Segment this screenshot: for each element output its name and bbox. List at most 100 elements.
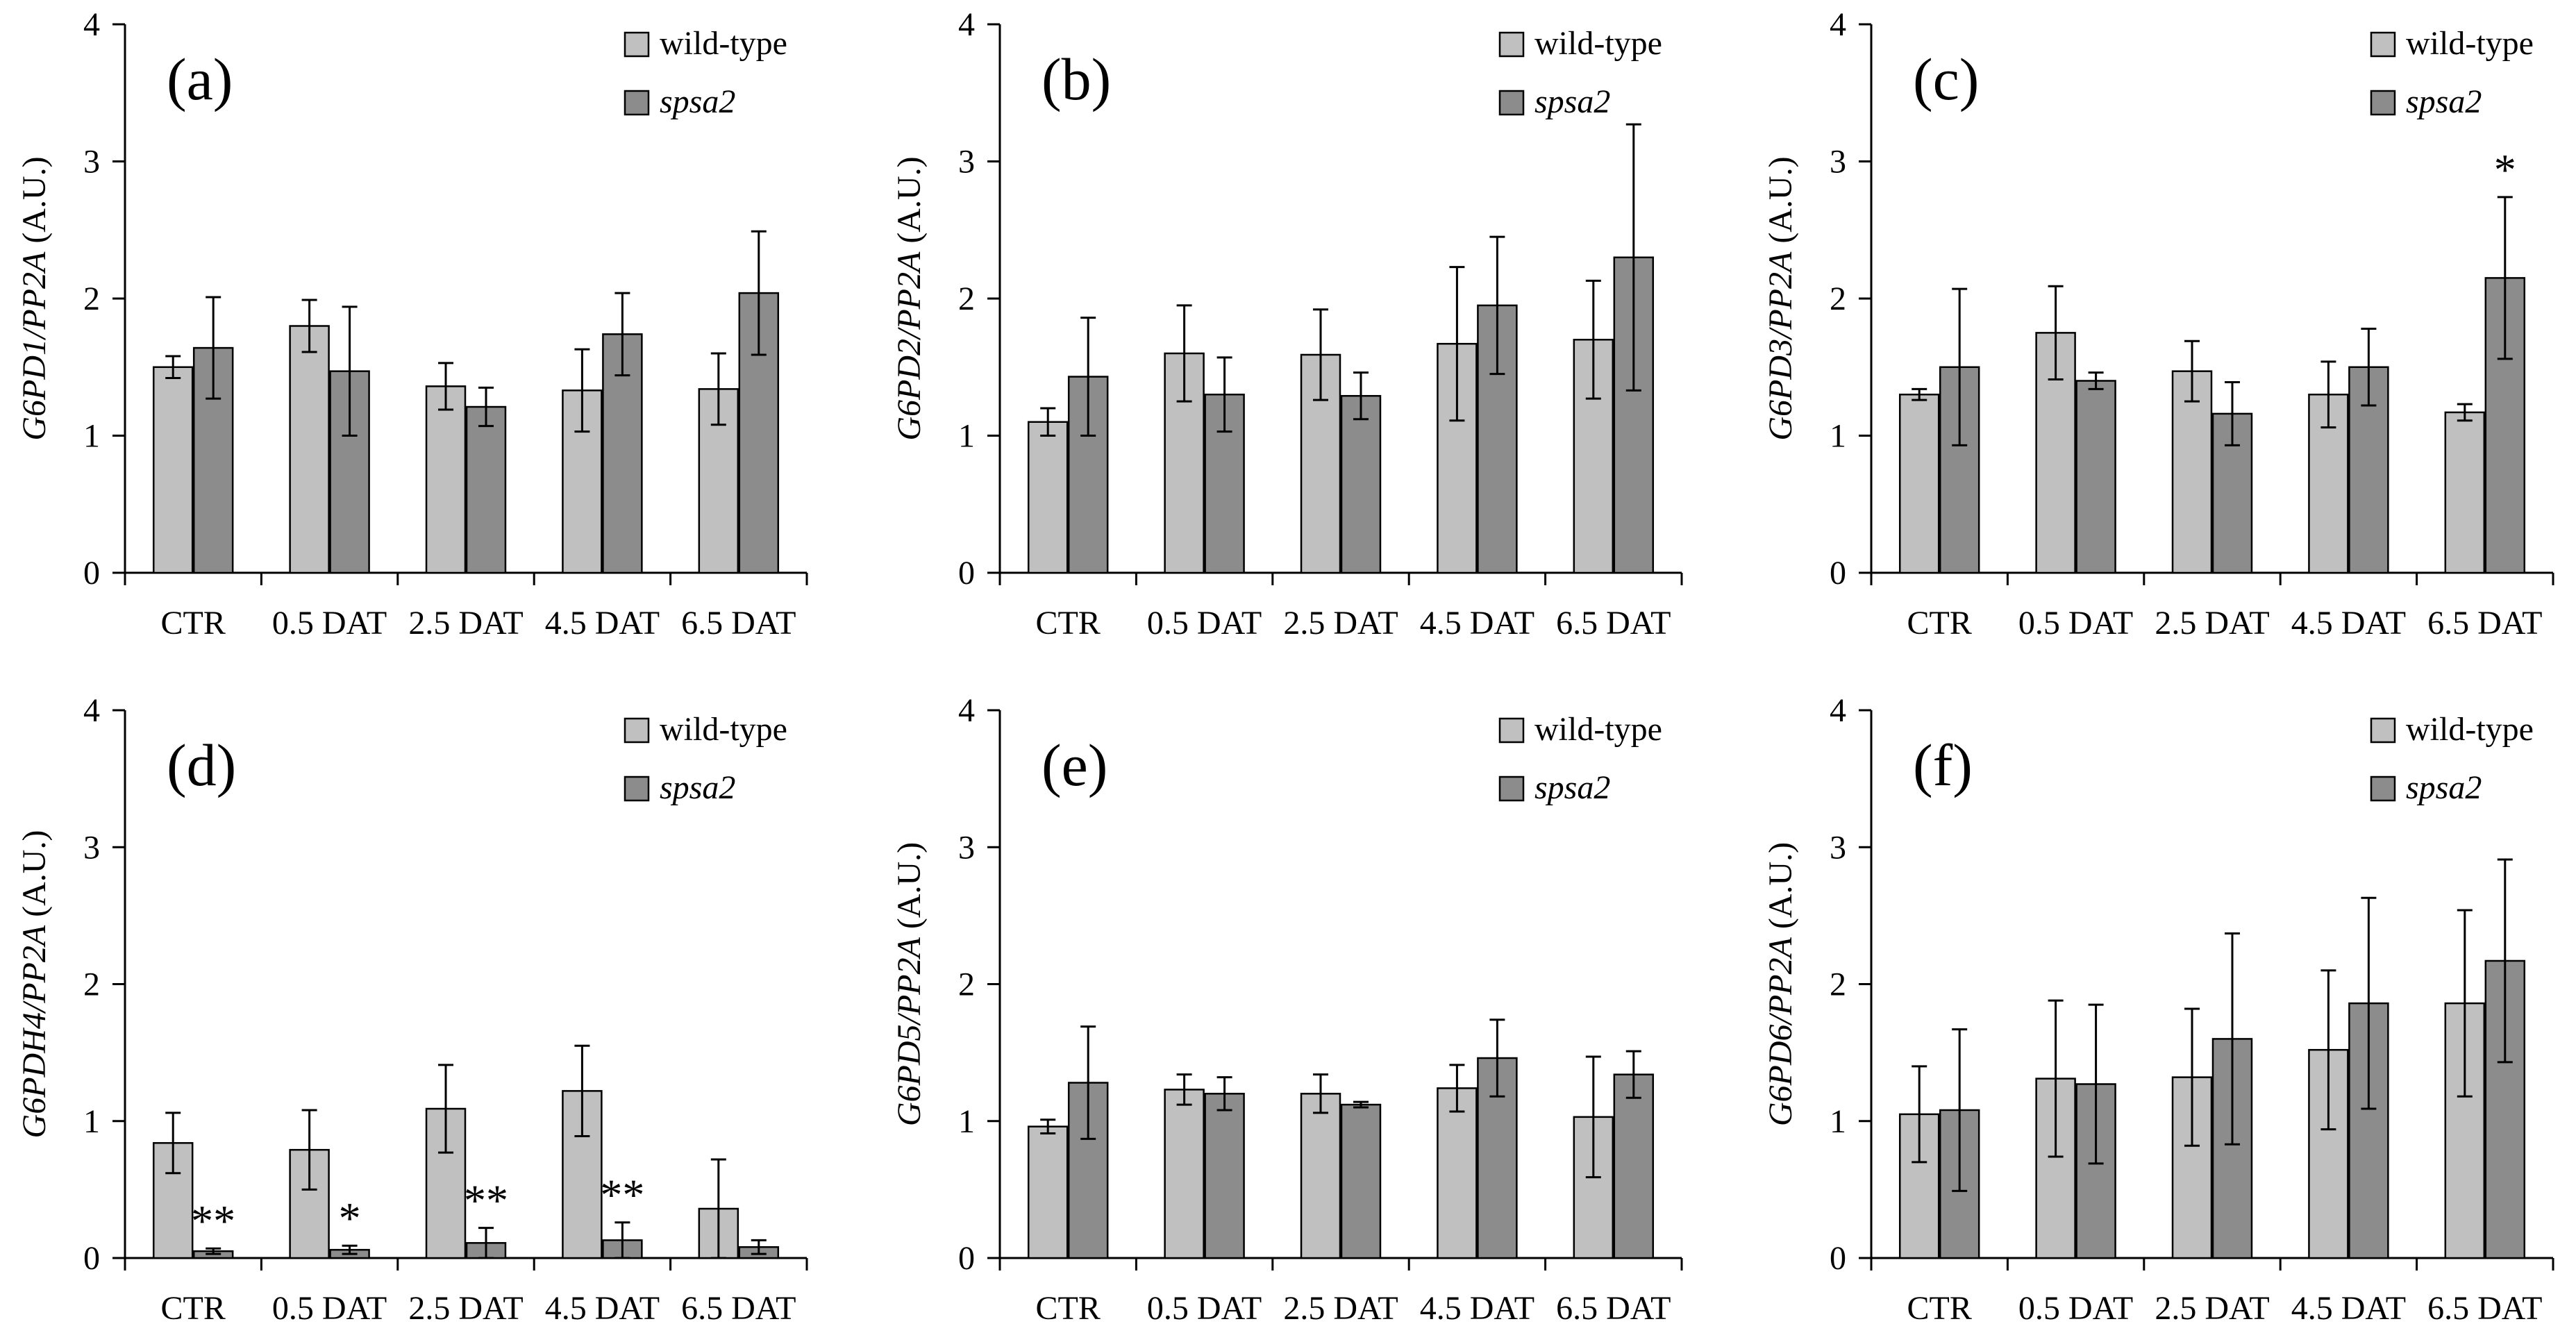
error-bar-wild-type-2-5-dat [438,1064,454,1154]
y-axis-label: G6PD3/PP2A (A.U.) [1762,156,1799,440]
bar-spsa2-2-5-dat [1340,394,1382,574]
error-bar-spsa2-2-5-dat [2224,932,2240,1146]
panel-label: (f) [1913,732,1973,798]
error-bar-spsa2-4-5-dat [614,1221,630,1259]
y-tick-label: 2 [958,966,975,1003]
category-label-0-5-dat: 0.5 DAT [1147,1290,1262,1327]
error-bar-spsa2-4-5-dat [614,292,630,377]
y-axis-label-unit: (A.U.) [1762,156,1799,251]
y-tick-label: 4 [1830,6,1846,43]
error-bar-wild-type-6-5-dat [710,1158,726,1259]
error-bar-spsa2-4-5-dat [1489,1018,1505,1098]
error-bar-spsa2-0-5-dat [2088,371,2104,390]
y-axis-label-unit: (A.U.) [1762,842,1799,937]
error-bar-spsa2-2-5-dat [1353,371,1369,421]
legend-swatch-spsa2 [624,90,650,116]
error-bar-wild-type-4-5-dat [574,348,590,433]
error-bar-spsa2-ctr [1080,317,1096,437]
legend-swatch-spsa2 [2370,90,2396,116]
category-label-ctr: CTR [161,605,226,642]
legend-label-wild-type: wild-type [2406,25,2534,62]
significance-mark: * [339,1193,361,1243]
legend-label-wild-type: wild-type [1534,25,1662,62]
error-bar-wild-type-4-5-dat [2320,969,2336,1131]
legend-label-spsa2: spsa2 [1534,769,1610,806]
error-bar-wild-type-4-5-dat [2320,360,2336,429]
chart-panel-a: 0 1 2 3 4 CTR 0.5 DAT 2.5 DAT 4.5 DAT 6.5 DAT (a) w… [16,6,808,642]
bar-spsa2-0-5-dat [2075,380,2116,574]
category-label-6-5-dat: 6.5 DAT [1556,1290,1671,1327]
y-axis-label-unit: (A.U.) [16,156,53,251]
error-bar-wild-type-2-5-dat [1313,1073,1329,1114]
error-bar-wild-type-0-5-dat [1176,304,1192,403]
category-label-2-5-dat: 2.5 DAT [2155,605,2269,642]
significance-mark: ** [464,1176,508,1225]
legend-label-spsa2: spsa2 [660,769,735,806]
y-axis-label: G6PD5/PP2A (A.U.) [891,842,928,1126]
category-label-ctr: CTR [1036,605,1101,642]
error-bar-spsa2-6-5-dat [2497,196,2513,360]
y-axis-label-gene: G6PD1 [16,339,53,441]
bar-wild-type-ctr [1027,1125,1069,1259]
y-tick-label: 4 [83,6,100,43]
legend-swatch-spsa2 [1498,776,1525,802]
chart-panel-b: 0 1 2 3 4 CTR 0.5 DAT 2.5 DAT 4.5 DAT 6.5 DAT (b) w… [891,6,1683,642]
y-axis-label-ref: /PP2A [16,925,53,1014]
legend-label-wild-type: wild-type [1534,711,1662,748]
significance-mark: * [2494,145,2516,194]
bar-spsa2-6-5-dat [2484,277,2526,574]
category-label-4-5-dat: 4.5 DAT [545,1290,660,1327]
y-axis-label-gene: G6PD6 [1762,1024,1799,1126]
error-bar-wild-type-0-5-dat [2048,999,2064,1158]
error-bar-wild-type-2-5-dat [2184,1007,2200,1147]
y-axis-label-ref: /PP2A [16,251,53,341]
error-bar-wild-type-2-5-dat [2184,339,2200,403]
legend-swatch-wild-type [2370,31,2396,58]
y-tick-label: 0 [1830,555,1846,592]
y-tick-label: 0 [83,555,100,592]
legend-swatch-wild-type [1498,717,1525,744]
panel-label: (d) [167,732,236,798]
y-tick-label: 2 [83,280,100,317]
y-tick-label: 3 [1830,144,1846,181]
legend-label-wild-type: wild-type [2406,711,2534,748]
y-tick-label: 1 [1830,418,1846,455]
error-bar-wild-type-6-5-dat [710,352,726,426]
legend-swatch-spsa2 [2370,776,2396,802]
legend-label-wild-type: wild-type [660,711,787,748]
bar-wild-type-ctr [1027,421,1069,574]
category-label-2-5-dat: 2.5 DAT [1283,1290,1398,1327]
legend-swatch-spsa2 [624,776,650,802]
legend-label-spsa2: spsa2 [2406,83,2482,120]
legend-label-wild-type: wild-type [660,25,787,62]
category-label-4-5-dat: 4.5 DAT [1420,1290,1534,1327]
error-bar-wild-type-ctr [1912,387,1927,401]
category-label-6-5-dat: 6.5 DAT [2427,1290,2542,1327]
y-tick-label: 1 [83,1103,100,1140]
bar-wild-type-0-5-dat [289,325,330,574]
error-bar-wild-type-0-5-dat [301,299,317,353]
legend-label-spsa2: spsa2 [1534,83,1610,120]
y-tick-label: 3 [83,144,100,181]
y-tick-label: 1 [83,418,100,455]
error-bar-spsa2-0-5-dat [1216,1076,1232,1112]
bar-spsa2-2-5-dat [1340,1103,1382,1259]
category-label-2-5-dat: 2.5 DAT [2155,1290,2269,1327]
y-tick-label: 2 [1830,280,1846,317]
error-bar-spsa2-0-5-dat [342,1244,358,1255]
error-bar-wild-type-0-5-dat [2048,285,2064,381]
category-label-ctr: CTR [1907,605,1972,642]
legend-label-spsa2: spsa2 [660,83,735,120]
category-label-ctr: CTR [1036,1290,1101,1327]
error-bar-spsa2-6-5-dat [751,230,767,356]
bar-wild-type-ctr [152,366,194,574]
category-label-4-5-dat: 4.5 DAT [2291,1290,2406,1327]
chart-panel-f: 0 1 2 3 4 CTR 0.5 DAT 2.5 DAT 4.5 DAT 6.5 DAT (f) w… [1762,692,2554,1327]
bar-wild-type-2-5-dat [2171,370,2213,574]
error-bar-spsa2-6-5-dat [1625,1050,1641,1099]
error-bar-spsa2-6-5-dat [2497,858,2513,1064]
y-tick-label: 4 [958,692,975,729]
legend-swatch-wild-type [624,717,650,744]
panel-label: (a) [167,46,233,112]
